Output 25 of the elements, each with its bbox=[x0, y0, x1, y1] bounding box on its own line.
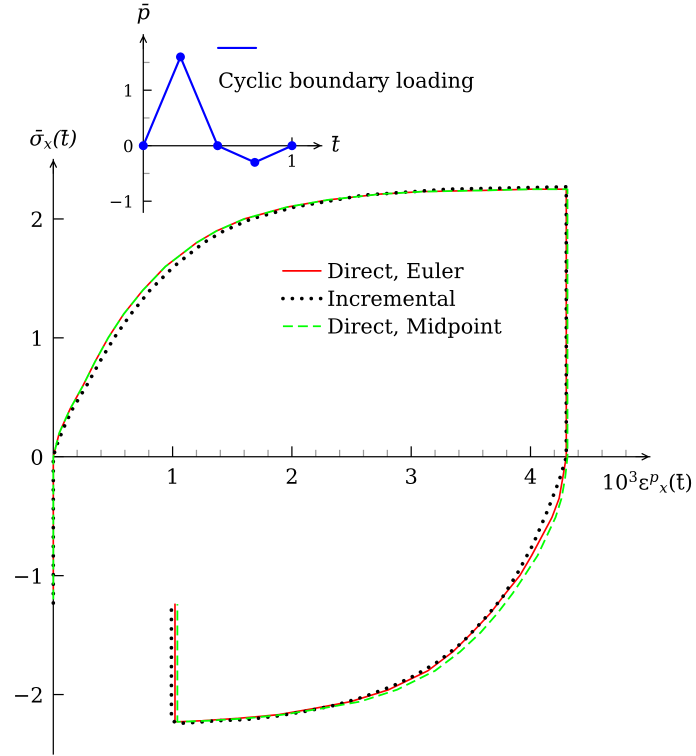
y-tick-label: 1 bbox=[125, 84, 132, 97]
y-axis-title: σ̄$_{x}$(t̄) bbox=[30, 130, 76, 149]
x-axis-title: 10$^{3}$ε$^{p}$$_{x}$(t̄) bbox=[604, 471, 692, 493]
point bbox=[176, 52, 185, 62]
y-tick-label: −1 bbox=[110, 195, 132, 208]
y-tick-label: 0 bbox=[124, 140, 132, 152]
legend-label: Direct, Euler bbox=[328, 262, 464, 282]
legend-label: Cyclic boundary loading bbox=[219, 72, 474, 92]
x-tick-label: 2 bbox=[286, 468, 296, 484]
legend-label: Incremental bbox=[328, 290, 456, 306]
x-tick-label: 3 bbox=[406, 468, 416, 484]
y-tick-label: 0 bbox=[32, 449, 42, 465]
point bbox=[213, 141, 222, 150]
x-tick-label: 4 bbox=[524, 468, 536, 484]
x-tick-label: 1 bbox=[168, 468, 176, 484]
legend-label: Direct, Midpoint bbox=[328, 318, 502, 338]
point bbox=[138, 141, 148, 150]
y-tick-label: 1 bbox=[32, 330, 41, 346]
y-axis-title: p̄ bbox=[138, 4, 150, 24]
x-axis-title: t̄ bbox=[332, 136, 340, 152]
y-tick-label: −1 bbox=[15, 568, 41, 584]
y-tick-label: 2 bbox=[32, 211, 42, 227]
point bbox=[287, 141, 296, 150]
y-tick-label: −2 bbox=[15, 687, 42, 702]
point bbox=[250, 158, 260, 167]
